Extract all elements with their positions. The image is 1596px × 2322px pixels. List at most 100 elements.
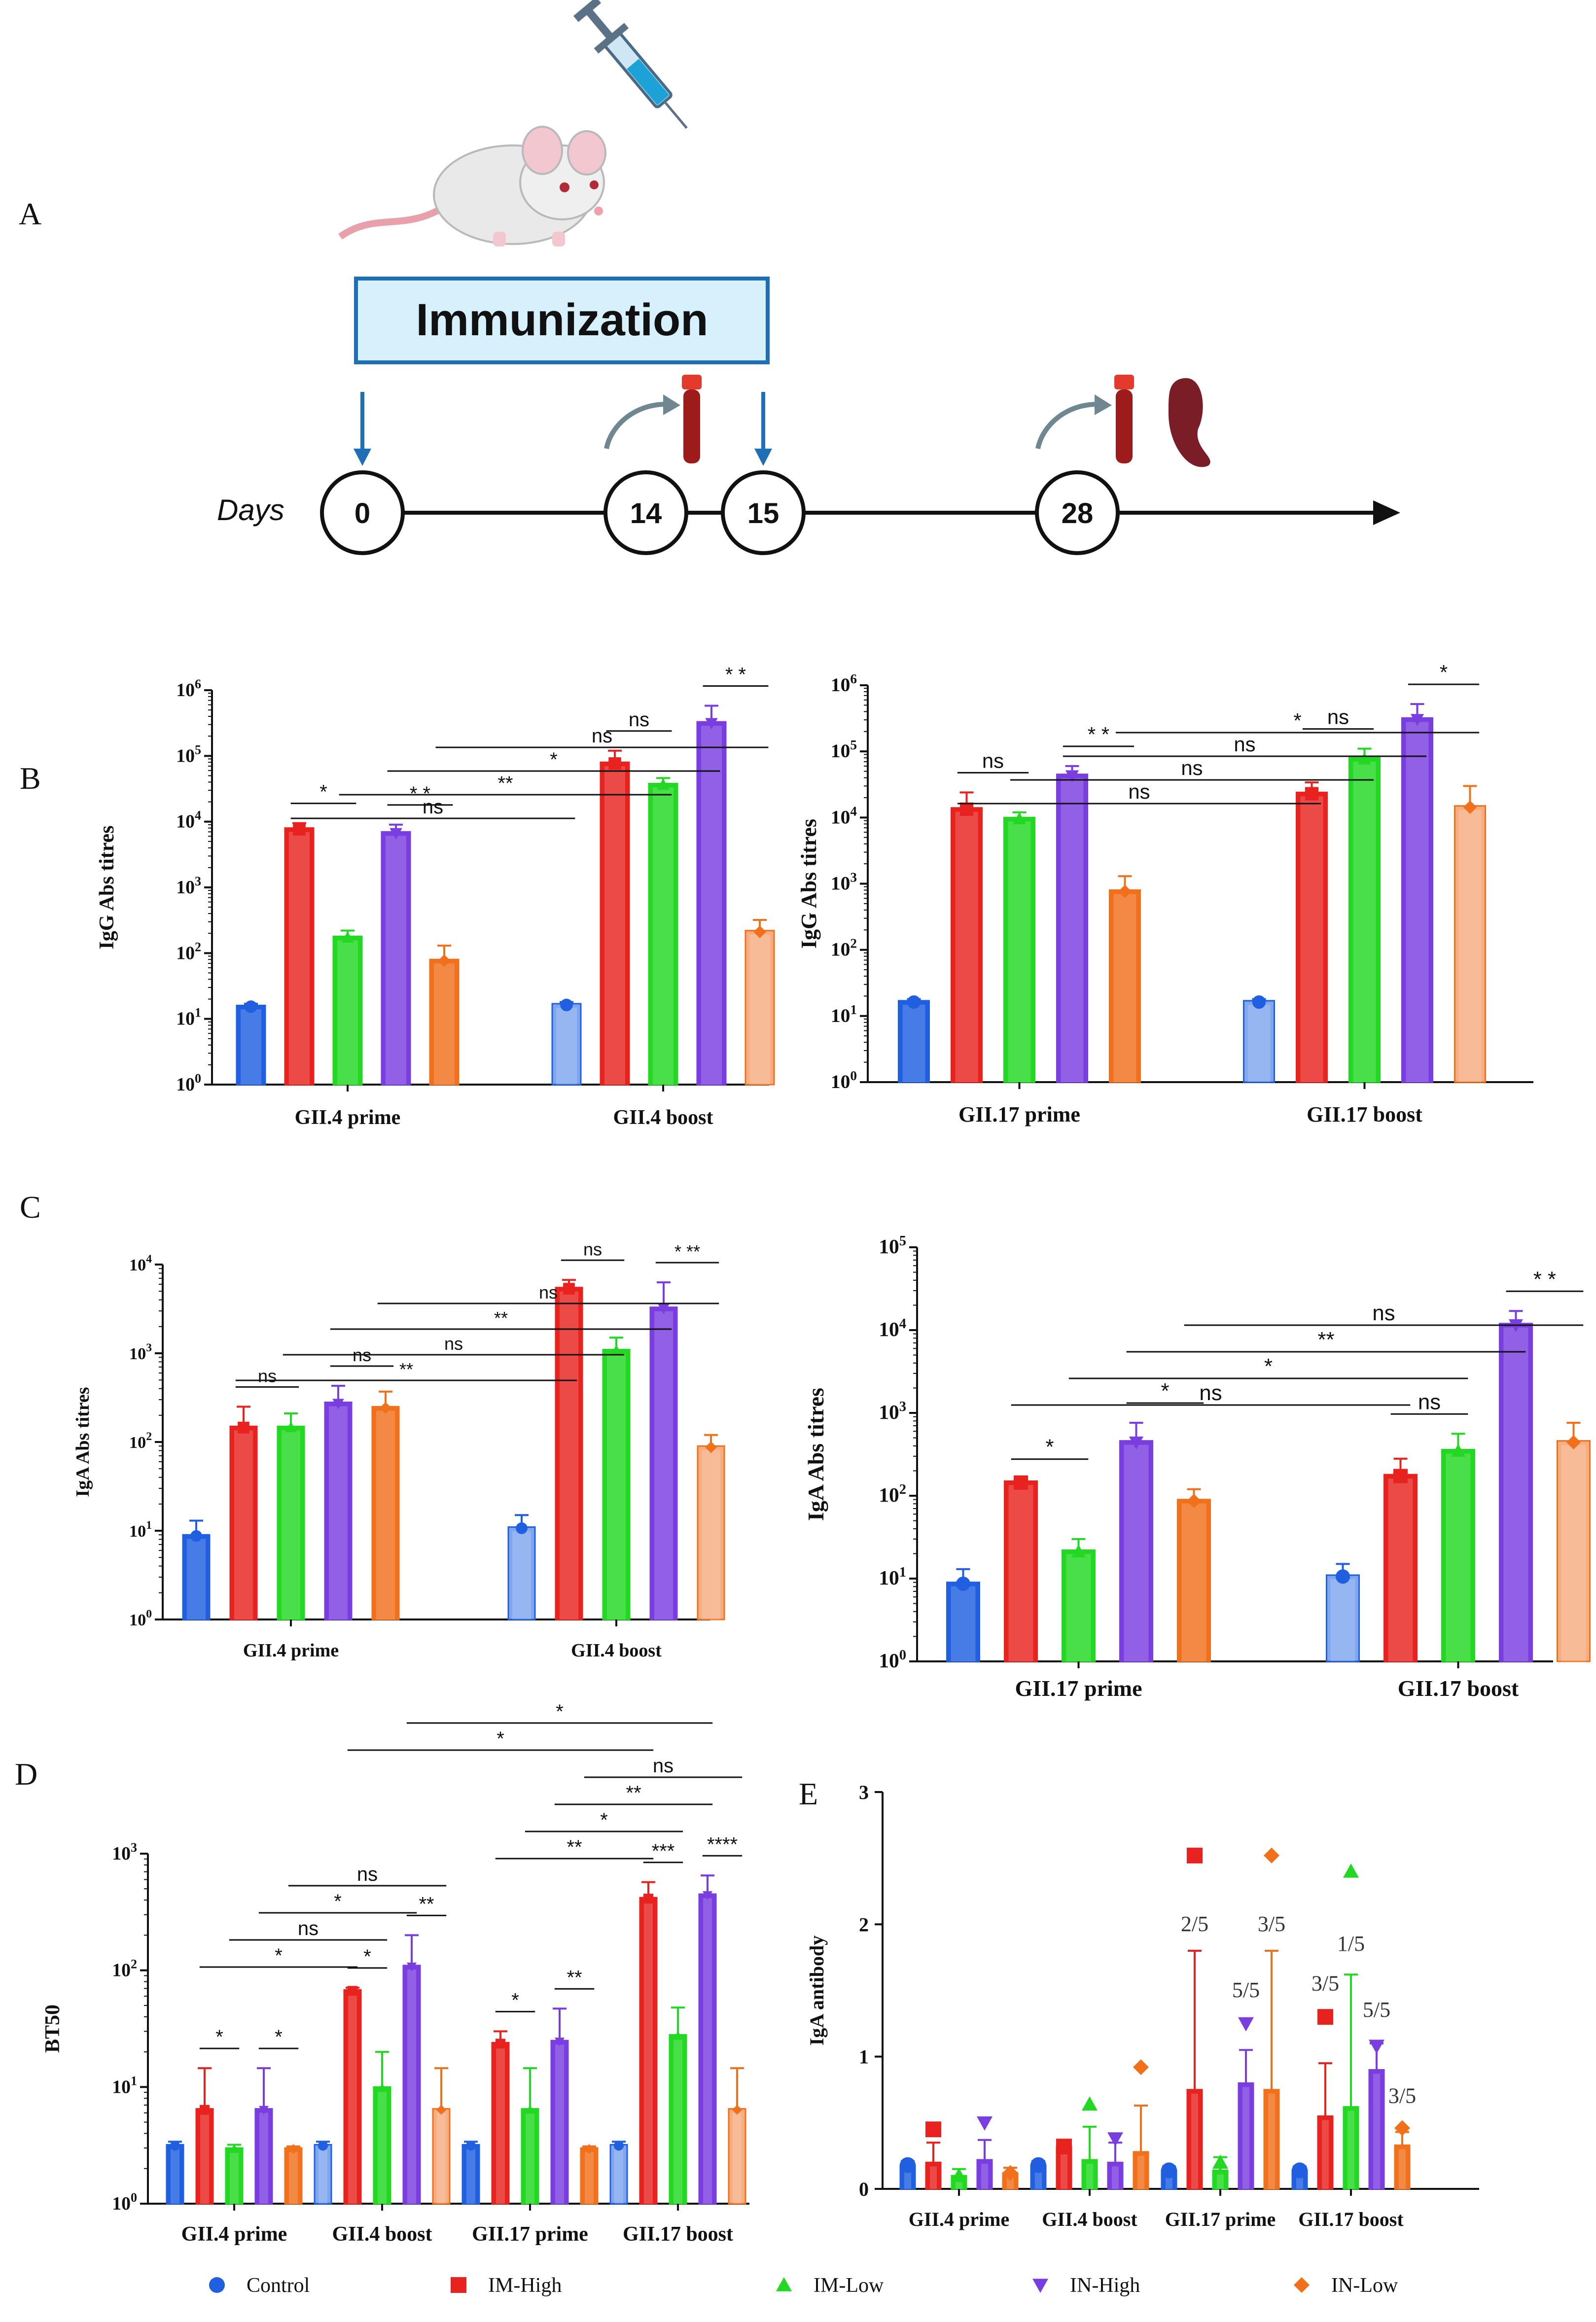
data-point	[705, 1441, 717, 1453]
y-tick-label: 100	[879, 1648, 906, 1672]
bar-highlight	[378, 2091, 387, 2204]
y-axis-label: BT50	[41, 2005, 64, 2053]
data-point	[705, 718, 718, 730]
significance-label: *	[556, 1701, 564, 1723]
mouse-icon	[338, 126, 606, 246]
y-tick-label: 103	[176, 874, 201, 898]
significance-label: **	[626, 1782, 641, 1804]
bar-group-1	[314, 1934, 451, 2205]
significance-label: ns	[1234, 733, 1255, 756]
chart-c-left: 100 101 102 103 104 IgA Abs titres GII.4 prime…	[20, 1190, 725, 1661]
significance-label: *	[511, 1989, 519, 2011]
data-point	[977, 2116, 993, 2131]
data-point	[525, 2105, 535, 2114]
data-point	[951, 2168, 967, 2182]
bar-highlight	[234, 1430, 253, 1619]
legend-marker-im-low	[776, 2277, 792, 2291]
bar-highlight	[230, 2152, 239, 2204]
significance-label: *	[550, 749, 558, 771]
bar-control	[551, 1003, 582, 1086]
bar-highlight	[200, 2112, 209, 2204]
bar-highlight	[434, 963, 455, 1085]
data-point	[1305, 787, 1319, 801]
bar-im-high	[639, 1897, 658, 2205]
bar-group-1	[507, 1279, 725, 1620]
bar-in-low	[284, 2147, 303, 2205]
bar-control	[461, 2144, 480, 2205]
x-group-label: GII.4 boost	[613, 1106, 713, 1129]
bar-control	[166, 2144, 184, 2205]
data-point	[1566, 1435, 1581, 1450]
bar-highlight	[653, 787, 674, 1085]
significance-label: **	[567, 1836, 582, 1858]
bar-highlight	[733, 2112, 742, 2204]
y-tick-label: 105	[879, 1233, 906, 1258]
days-label: Days	[217, 493, 284, 527]
data-point	[1451, 1443, 1466, 1457]
bar-highlight	[512, 1531, 531, 1619]
bar-in-low	[429, 958, 460, 1086]
significance-label: *	[319, 781, 327, 803]
bar-highlight	[319, 2148, 327, 2204]
significance-label: ns	[539, 1282, 558, 1302]
bar-highlight	[674, 2039, 682, 2204]
bar-highlight	[282, 1430, 300, 1619]
panel-label-d: D	[15, 1757, 37, 1792]
bar-im-low	[521, 2108, 539, 2205]
significance-label: ns	[1128, 780, 1150, 803]
bar-group-0	[236, 822, 460, 1086]
syringe-icon	[573, 0, 688, 129]
bar-highlight	[1112, 2166, 1119, 2189]
bar-in-low	[1109, 889, 1141, 1083]
data-point	[1264, 1847, 1279, 1864]
legend-marker-in-low	[1294, 2277, 1310, 2293]
legend: Control IM-High IM-Low IN-High IN-Low	[209, 2274, 1398, 2297]
bar-group-1	[1030, 2059, 1149, 2190]
panel-label-a: A	[19, 196, 41, 231]
blood-tube-icon-day28	[1035, 375, 1134, 463]
bar-highlight	[1242, 2087, 1249, 2189]
bar-highlight	[526, 2112, 534, 2204]
data-point	[293, 823, 306, 836]
data-point	[1186, 1494, 1202, 1509]
y-tick-label: 104	[176, 809, 201, 832]
y-tick-label: 105	[831, 738, 857, 762]
bar-highlight	[437, 2112, 446, 2204]
legend-label: IN-Low	[1331, 2274, 1398, 2297]
timeline-arrowhead	[1373, 500, 1400, 525]
data-point	[1161, 2162, 1177, 2179]
significance-label: *	[1161, 1379, 1169, 1403]
fraction-annotation: 1/5	[1337, 1932, 1365, 1956]
bar-im-high	[951, 807, 983, 1083]
data-point	[1238, 2017, 1254, 2032]
bar-highlight	[1061, 2150, 1067, 2189]
data-point	[1133, 2059, 1149, 2076]
data-point	[563, 1283, 575, 1295]
data-point	[377, 2083, 387, 2092]
data-point	[900, 2157, 916, 2173]
immunization-arrow-day15	[754, 392, 772, 466]
bar-im-high	[343, 1989, 362, 2205]
bar-group-2	[461, 2007, 599, 2205]
data-point	[229, 2144, 239, 2153]
bar-highlight	[1322, 2120, 1329, 2189]
data-point	[1335, 1569, 1350, 1584]
bar-highlight	[241, 1009, 261, 1085]
panel-label-e: E	[799, 1776, 818, 1811]
bar-highlight	[654, 1311, 673, 1619]
bar-highlight	[1373, 2074, 1380, 2189]
y-tick-label: 101	[129, 1519, 152, 1541]
y-tick-label: 103	[831, 870, 857, 894]
bar-highlight	[701, 726, 722, 1085]
y-axis-label: IgA Abs titres	[803, 1388, 828, 1521]
bar-highlight	[930, 2166, 937, 2189]
significance-label: ns	[653, 1755, 674, 1777]
bar-highlight	[1035, 2169, 1042, 2189]
bar-highlight	[1217, 2174, 1224, 2189]
data-point	[1292, 2162, 1308, 2179]
significance-label: ns	[298, 1918, 319, 1939]
legend-label: IN-High	[1070, 2274, 1140, 2297]
x-group-label: GII.4 prime	[243, 1640, 339, 1661]
bar-highlight	[1007, 2177, 1014, 2189]
